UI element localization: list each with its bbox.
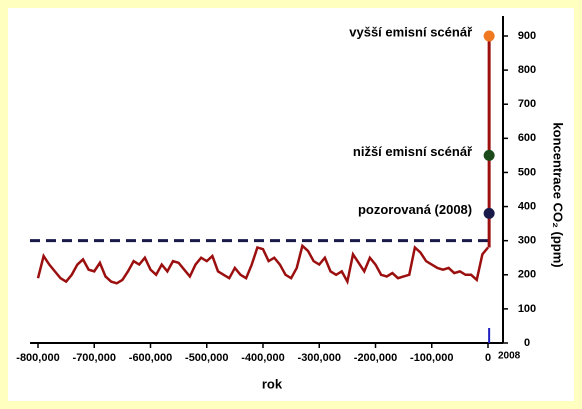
y-tick-label: 900 — [518, 30, 536, 42]
y-axis-label: koncentrace CO₂ (ppm) — [551, 122, 566, 267]
x-tick-label: -200,000 — [354, 352, 397, 364]
y-tick-label: 300 — [518, 235, 536, 247]
y-tick-label: 100 — [518, 303, 536, 315]
year-marker-label: 2008 — [498, 351, 521, 362]
x-tick-label: -800,000 — [16, 352, 59, 364]
x-tick-label: -500,000 — [185, 352, 228, 364]
scenario-label: pozorovaná (2008) — [358, 202, 472, 217]
x-tick-label: 0 — [485, 352, 491, 364]
scenario-point — [483, 30, 495, 42]
y-tick-label: 500 — [518, 166, 536, 178]
y-tick-label: 400 — [518, 200, 536, 212]
data-line — [36, 243, 489, 286]
scenario-label: vyšší emisní scénář — [349, 24, 473, 39]
scenario-point — [483, 149, 495, 161]
x-tick-label: -400,000 — [241, 352, 284, 364]
x-tick-label: -300,000 — [298, 352, 341, 364]
x-tick-label: -100,000 — [410, 352, 453, 364]
scenario-label: nižší emisní scénář — [353, 144, 473, 159]
y-tick-label: 600 — [518, 132, 536, 144]
y-tick-label: 200 — [518, 269, 536, 281]
y-tick-label: 800 — [518, 64, 536, 76]
plot-background — [8, 8, 574, 401]
x-tick-label: -600,000 — [129, 352, 172, 364]
y-tick-label: 700 — [518, 98, 536, 110]
y-tick-label: 0 — [524, 337, 530, 349]
scenario-point — [483, 207, 495, 219]
x-tick-label: -700,000 — [73, 352, 116, 364]
x-axis-label: rok — [262, 376, 283, 391]
